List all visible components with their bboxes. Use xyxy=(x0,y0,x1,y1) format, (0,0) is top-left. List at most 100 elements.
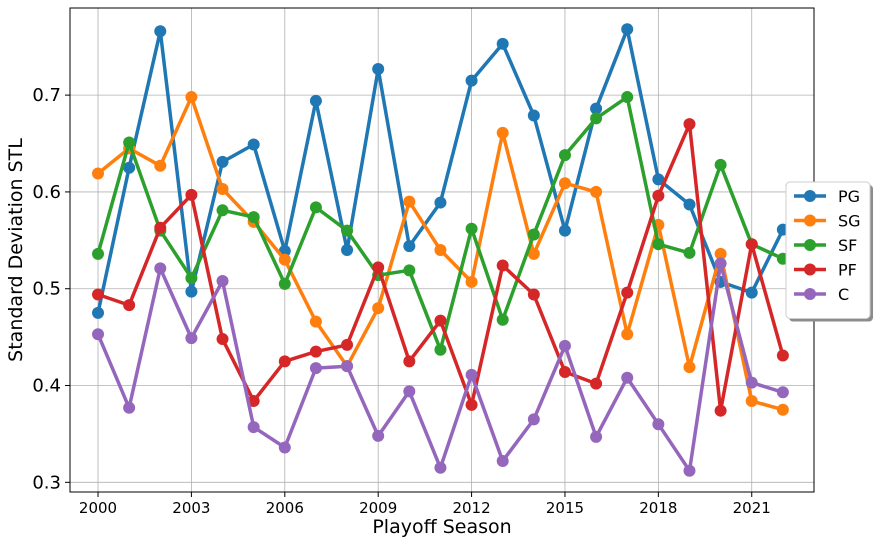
data-point-pg xyxy=(309,94,322,107)
data-point-sf xyxy=(714,158,727,171)
data-point-sg xyxy=(496,126,509,139)
data-point-sf xyxy=(309,201,322,214)
data-point-pf xyxy=(465,398,478,411)
data-point-sf xyxy=(496,313,509,326)
data-point-c xyxy=(621,371,634,384)
data-point-sf xyxy=(123,136,136,149)
legend-item-c: C xyxy=(794,285,849,304)
data-point-pf xyxy=(496,259,509,272)
legend-marker xyxy=(804,239,816,251)
data-point-pf xyxy=(216,333,229,346)
data-point-c xyxy=(278,441,291,454)
data-point-sf xyxy=(652,238,665,251)
data-point-sg xyxy=(372,302,385,315)
data-point-c xyxy=(247,421,260,434)
data-point-sf xyxy=(434,343,447,356)
data-point-sf xyxy=(341,224,354,237)
data-point-c xyxy=(216,274,229,287)
data-point-pf xyxy=(403,355,416,368)
data-point-sg xyxy=(714,247,727,260)
data-point-pf xyxy=(341,338,354,351)
data-point-pg xyxy=(92,306,105,319)
data-point-sf xyxy=(527,228,540,241)
data-point-pf xyxy=(278,355,291,368)
data-point-pf xyxy=(372,261,385,274)
data-point-c xyxy=(496,455,509,468)
x-tick-label: 2018 xyxy=(639,499,677,517)
data-point-c xyxy=(154,262,167,275)
data-point-sf xyxy=(590,112,603,125)
data-point-pg xyxy=(496,37,509,50)
data-point-pg xyxy=(247,138,260,151)
data-point-sg xyxy=(278,253,291,266)
data-point-sf xyxy=(185,272,198,285)
data-point-sg xyxy=(527,247,540,260)
x-tick-label: 2003 xyxy=(172,499,210,517)
data-point-pg xyxy=(185,285,198,298)
data-point-sf xyxy=(92,247,105,260)
data-point-c xyxy=(403,385,416,398)
series-lines xyxy=(92,23,789,477)
data-point-sg xyxy=(465,275,478,288)
y-tick-label: 0.7 xyxy=(32,85,61,106)
data-point-pf xyxy=(621,286,634,299)
data-point-pf xyxy=(590,377,603,390)
legend-label: C xyxy=(838,285,849,304)
data-point-sf xyxy=(216,204,229,217)
data-point-c xyxy=(309,362,322,375)
legend-item-sg: SG xyxy=(794,212,861,231)
data-point-pg xyxy=(372,62,385,75)
data-point-pg xyxy=(434,196,447,209)
data-point-pf xyxy=(434,314,447,327)
data-point-c xyxy=(372,429,385,442)
data-point-pf xyxy=(185,188,198,201)
data-point-c xyxy=(123,401,136,414)
data-point-c xyxy=(745,376,758,389)
legend-marker xyxy=(804,263,816,276)
x-tick-label: 2021 xyxy=(733,499,771,517)
data-point-pg xyxy=(465,74,478,87)
data-point-pf xyxy=(745,238,758,251)
data-point-sg xyxy=(216,183,229,196)
data-point-c xyxy=(776,386,789,399)
y-tick-label: 0.3 xyxy=(32,472,61,493)
data-point-pg xyxy=(403,240,416,253)
x-tick-label: 2015 xyxy=(546,499,584,517)
data-point-pg xyxy=(123,161,136,174)
data-point-pg xyxy=(652,173,665,186)
series-c xyxy=(92,257,789,477)
y-tick-label: 0.6 xyxy=(32,182,61,203)
data-point-sf xyxy=(465,222,478,235)
legend-marker xyxy=(804,214,816,227)
legend-item-pg: PG xyxy=(794,187,860,206)
legend-label: PF xyxy=(838,261,857,280)
data-point-sg xyxy=(621,328,634,341)
legend-label: SF xyxy=(838,236,857,255)
data-point-c xyxy=(652,418,665,431)
y-tick-label: 0.4 xyxy=(32,376,61,397)
legend-item-pf: PF xyxy=(794,261,857,280)
data-point-sg xyxy=(403,195,416,208)
data-point-sf xyxy=(247,211,260,224)
y-axis-label: Standard Deviation STL xyxy=(5,138,27,362)
data-point-pf xyxy=(309,345,322,358)
data-point-pf xyxy=(527,288,540,301)
data-point-pf xyxy=(154,221,167,234)
data-point-c xyxy=(558,339,571,352)
data-point-pf xyxy=(652,189,665,202)
data-point-c xyxy=(465,368,478,381)
data-point-pf xyxy=(247,395,260,408)
data-point-pg xyxy=(154,25,167,38)
legend-label: PG xyxy=(838,187,860,206)
series-sf xyxy=(92,91,789,356)
data-point-sf xyxy=(403,264,416,277)
data-point-sg xyxy=(683,361,696,374)
data-point-pf xyxy=(123,299,136,312)
data-point-c xyxy=(341,360,354,373)
data-point-pf xyxy=(776,349,789,362)
x-tick-label: 2009 xyxy=(359,499,397,517)
data-point-pf xyxy=(714,404,727,417)
data-point-sg xyxy=(590,185,603,198)
series-pf xyxy=(92,118,789,417)
